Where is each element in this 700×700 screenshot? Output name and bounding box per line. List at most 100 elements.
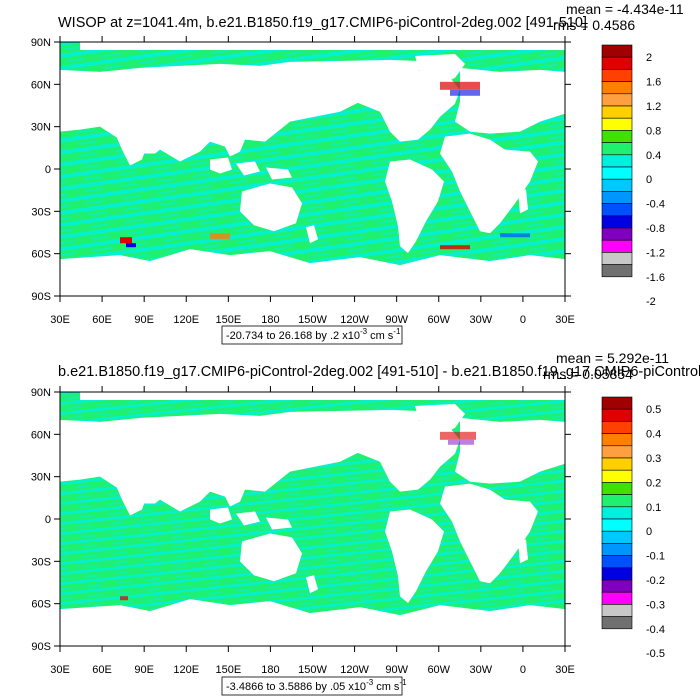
panel-1-lat-axis: 90N 60N 30N 0 30S 60S 90S	[31, 37, 571, 303]
colorbar-swatch	[601, 203, 633, 217]
panel-2-units-exp: -1	[399, 678, 407, 687]
colorbar-label: -0.5	[646, 648, 665, 660]
lon-label: 90W	[385, 664, 408, 676]
colorbar-swatch	[601, 264, 633, 278]
panel-1-range-text: -20.734 to 26.168 by .2 x10	[226, 330, 360, 342]
lon-label: 60W	[427, 314, 450, 326]
colorbar-swatch	[601, 215, 633, 229]
panel-1: WISOP at z=1041.4m, b.e21.B1850.f19_g17.…	[31, 1, 684, 345]
panel-1-range-exp: -3	[360, 327, 368, 336]
colorbar-swatch	[601, 421, 633, 434]
colorbar-swatch	[601, 494, 633, 508]
colorbar-label: 0.5	[646, 404, 661, 416]
colorbar-swatch	[601, 616, 633, 630]
colorbar-swatch	[601, 530, 633, 544]
panel-2-title: b.e21.B1850.f19_g17.CMIP6-piControl-2deg…	[58, 364, 700, 380]
panel-2-lon-axis: 30E 60E 90E 120E 150E 180 150W 120W 90W 60W 30W 0 30…	[50, 386, 575, 676]
lon-label: 150W	[298, 664, 327, 676]
lat-label: 90N	[31, 387, 51, 399]
lon-label: 180	[261, 314, 279, 326]
lon-label: 60W	[427, 664, 450, 676]
colorbar-swatch	[601, 130, 633, 143]
lat-label: 90S	[31, 291, 51, 303]
panel-1-anomaly-spots	[120, 81, 530, 250]
colorbar-swatch	[601, 69, 633, 82]
lon-label: 150E	[215, 314, 241, 326]
colorbar-label: -1.6	[646, 272, 665, 284]
colorbar-label: -0.1	[646, 551, 665, 563]
colorbar-swatch	[601, 506, 633, 520]
colorbar-label: 0.2	[646, 477, 661, 489]
panel-1-rms: rms = 0.4586	[553, 17, 635, 33]
lon-label: 30E	[555, 314, 575, 326]
colorbar-swatch	[601, 555, 633, 569]
colorbar-swatch	[601, 166, 633, 180]
panel-1-map	[59, 41, 566, 297]
lon-label: 90E	[134, 664, 154, 676]
colorbar-swatch	[601, 56, 633, 70]
svg-text:-3.4866 to 3.5886 by .05 x10-3: -3.4866 to 3.5886 by .05 x10-3 cm s-1	[226, 678, 407, 693]
lon-label: 30W	[470, 314, 493, 326]
colorbar-label: -1.2	[646, 247, 665, 259]
panel-2-mean: mean = 5.292e-11	[556, 350, 669, 366]
lat-label: 90N	[31, 37, 51, 49]
colorbar-swatch	[601, 543, 633, 556]
lon-label: 150E	[215, 664, 241, 676]
lat-label: 90S	[31, 641, 51, 653]
colorbar-label: 1.6	[646, 77, 661, 89]
lat-label: 30N	[31, 122, 51, 134]
lon-label: 30E	[50, 314, 70, 326]
svg-text:-20.734 to 26.168 by .2 x10-3c: -20.734 to 26.168 by .2 x10-3 cm s-1	[226, 327, 401, 342]
lon-label: 30W	[470, 664, 493, 676]
panel-2-range-text: -3.4866 to 3.5886 by .05 x10	[226, 681, 366, 693]
panel-2-units: cm s	[376, 681, 400, 693]
colorbar-swatch	[601, 518, 633, 532]
panel-2-lat-axis: 90N 60N 30N 0 30S 60S 90S	[31, 387, 571, 653]
colorbar-label: 0.3	[646, 453, 661, 465]
panel-2-range-box: -3.4866 to 3.5886 by .05 x10-3 cm s-1	[221, 676, 407, 696]
colorbar-swatch	[601, 178, 633, 192]
colorbar-swatch	[601, 191, 633, 204]
panel-2-map	[59, 391, 566, 647]
panel-1-units-exp: -1	[393, 327, 401, 336]
lat-label: 30N	[31, 472, 51, 484]
colorbar-swatch	[601, 227, 633, 241]
lon-label: 60E	[92, 314, 112, 326]
panel-1-units: cm s	[370, 330, 394, 342]
lat-label: 60N	[31, 79, 51, 91]
lon-label: 0	[520, 664, 526, 676]
panel-2-rms: rms = 0.05854	[543, 366, 633, 382]
lat-label: 0	[45, 514, 51, 526]
panel-1-title: WISOP at z=1041.4m, b.e21.B1850.f19_g17.…	[58, 15, 587, 31]
lat-label: 0	[45, 164, 51, 176]
panel-2: b.e21.B1850.f19_g17.CMIP6-piControl-2deg…	[31, 350, 700, 696]
colorbar-swatch	[601, 239, 633, 253]
colorbar-label: -0.4	[646, 624, 665, 636]
colorbar-label: 0	[646, 526, 652, 538]
colorbar-label: -2	[646, 296, 656, 308]
panel-1-range-box: -20.734 to 26.168 by .2 x10-3 cm s-1	[221, 325, 403, 345]
colorbar-swatch	[601, 469, 633, 483]
colorbar-swatch	[601, 44, 633, 58]
lon-label: 30E	[555, 664, 575, 676]
colorbar-swatch	[601, 591, 633, 605]
lon-label: 90E	[134, 314, 154, 326]
colorbar-swatch	[601, 396, 633, 410]
colorbar-swatch	[601, 105, 633, 119]
colorbar-label: 0.8	[646, 125, 661, 137]
colorbar-swatch	[601, 408, 633, 422]
lon-label: 120E	[173, 664, 199, 676]
lon-label: 120W	[340, 664, 369, 676]
colorbar-label: 0.4	[646, 429, 661, 441]
colorbar-swatch	[601, 433, 633, 447]
colorbar-swatch	[601, 457, 633, 471]
colorbar-swatch	[601, 154, 633, 168]
colorbar-swatch	[601, 142, 633, 156]
colorbar-label: -0.4	[646, 199, 665, 211]
colorbar-label: -0.8	[646, 223, 665, 235]
colorbar-label: -0.3	[646, 599, 665, 611]
panel-2-range-exp: -3	[366, 678, 374, 687]
colorbar-swatch	[601, 445, 633, 459]
lat-label: 60S	[31, 249, 51, 261]
